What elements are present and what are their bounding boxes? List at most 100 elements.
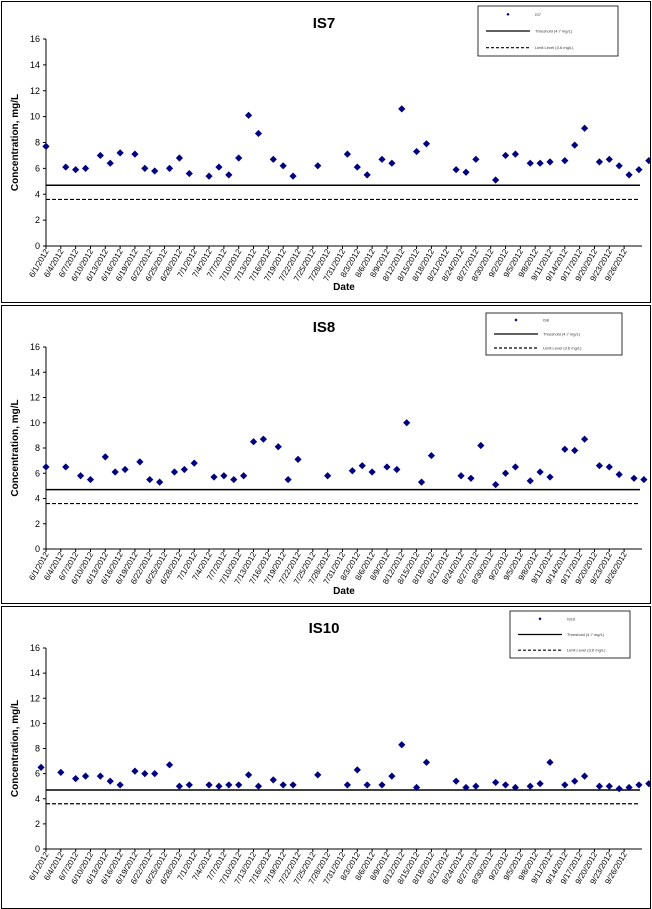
y-tick-label: 0: [35, 544, 40, 554]
data-point: [343, 150, 352, 158]
x-axis-label: Date: [333, 586, 355, 597]
data-point: [605, 782, 613, 790]
y-axis-label: Concentration, mg/L: [10, 399, 21, 496]
data-point: [62, 163, 70, 171]
data-point: [343, 781, 352, 789]
y-tick-label: 12: [30, 693, 40, 703]
chart-title: IS8: [313, 319, 336, 336]
data-point: [244, 771, 253, 779]
data-point: [269, 155, 277, 163]
data-point: [358, 462, 366, 470]
y-tick-label: 2: [35, 819, 40, 829]
data-point: [230, 475, 238, 484]
legend-label: Threshold (4.7 mg/L): [535, 29, 573, 34]
data-point: [269, 776, 277, 784]
data-point: [72, 775, 80, 783]
legend-marker: [506, 12, 510, 16]
data-point: [388, 159, 396, 167]
data-point: [595, 782, 604, 790]
data-point: [151, 770, 159, 778]
chart-title: IS7: [313, 15, 336, 32]
data-point: [595, 158, 604, 166]
data-point: [511, 463, 520, 471]
data-point: [165, 761, 174, 769]
data-point: [571, 777, 579, 785]
y-tick-label: 0: [35, 844, 40, 854]
data-point: [259, 435, 268, 443]
data-point: [635, 781, 643, 789]
data-point: [220, 472, 228, 480]
data-point: [472, 155, 480, 163]
data-point: [501, 151, 510, 160]
data-point: [536, 159, 544, 167]
data-point: [630, 474, 638, 482]
data-point: [254, 129, 263, 138]
data-point: [378, 155, 386, 163]
data-point: [165, 164, 174, 172]
data-point: [353, 163, 361, 171]
y-tick-label: 8: [35, 443, 40, 453]
data-point: [536, 780, 544, 788]
data-point: [235, 781, 243, 789]
data-point: [244, 111, 253, 119]
data-point: [131, 767, 139, 775]
data-point: [175, 154, 184, 162]
legend-label: Limit Level (3.6 mg/L): [543, 346, 582, 351]
y-tick-label: 14: [30, 367, 40, 377]
data-point: [72, 166, 80, 174]
data-point: [254, 782, 263, 790]
data-point: [240, 472, 248, 480]
y-tick-label: 4: [35, 189, 40, 199]
data-point: [393, 465, 401, 474]
data-point: [546, 158, 554, 166]
legend-label: IS8: [543, 318, 550, 323]
y-tick-label: 14: [30, 60, 40, 70]
data-point: [615, 162, 623, 170]
data-point: [363, 781, 371, 789]
y-tick-label: 10: [30, 418, 40, 428]
legend-label: Threshold (4.7 mg/L): [543, 332, 581, 337]
chart-panel-is10: IS10 0 2 4 6 8 10 12 14 16 Concentration, mg/L 6/1/…: [1, 606, 651, 909]
data-point: [625, 171, 633, 179]
data-point: [235, 154, 243, 162]
data-point: [605, 463, 613, 471]
data-point: [314, 162, 322, 170]
data-point: [249, 438, 258, 446]
data-point: [388, 772, 396, 780]
data-point: [526, 159, 534, 167]
data-point: [116, 149, 124, 157]
data-point: [467, 474, 475, 482]
data-point: [116, 781, 124, 789]
data-point: [274, 443, 282, 451]
data-point: [151, 167, 159, 175]
data-point: [645, 157, 650, 165]
data-point: [141, 164, 149, 172]
data-point: [205, 172, 213, 180]
data-point: [452, 777, 460, 785]
data-point: [136, 458, 144, 466]
data-point: [501, 781, 510, 789]
y-tick-label: 16: [30, 342, 40, 352]
data-point: [111, 468, 119, 476]
data-point: [180, 465, 188, 474]
data-point: [175, 782, 184, 790]
chart-panel-is7: IS7 0 2 4 6 8 10 12 14 16 Concentration, mg/L 6/1/2…: [1, 1, 651, 303]
data-point: [462, 168, 470, 176]
y-tick-label: 6: [35, 468, 40, 478]
data-point: [378, 781, 386, 789]
data-point: [156, 478, 164, 486]
data-point: [289, 781, 297, 789]
y-tick-label: 2: [35, 215, 40, 225]
data-point: [422, 758, 431, 766]
data-point: [363, 171, 371, 179]
data-point: [81, 772, 90, 780]
data-point: [595, 462, 604, 470]
y-tick-label: 10: [30, 718, 40, 728]
data-point: [324, 472, 332, 480]
data-point: [279, 781, 287, 789]
data-point: [580, 435, 589, 443]
data-point: [427, 451, 436, 460]
data-point: [314, 771, 322, 779]
